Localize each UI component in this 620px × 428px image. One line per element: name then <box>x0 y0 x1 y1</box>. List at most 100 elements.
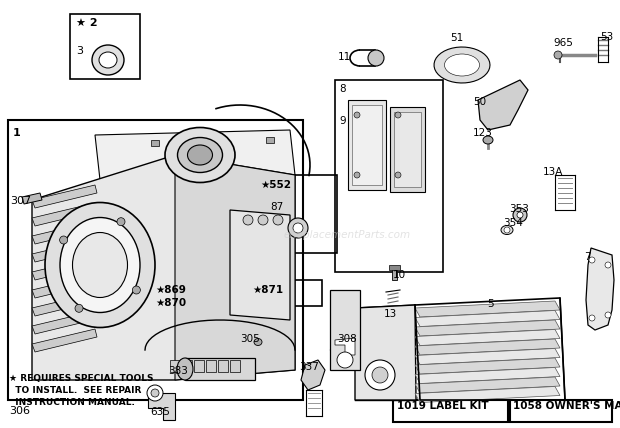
Ellipse shape <box>501 226 513 235</box>
Polygon shape <box>415 310 560 327</box>
Polygon shape <box>32 311 97 334</box>
Circle shape <box>293 223 303 233</box>
Bar <box>206 360 216 372</box>
Bar <box>257 175 337 253</box>
Ellipse shape <box>254 339 262 345</box>
Text: ★ REQUIRES SPECIAL TOOLS
  TO INSTALL.  SEE REPAIR
  INSTRUCTION MANUAL.: ★ REQUIRES SPECIAL TOOLS TO INSTALL. SEE… <box>9 374 154 407</box>
Text: 1: 1 <box>13 128 20 138</box>
Text: ★ 2: ★ 2 <box>76 18 97 28</box>
Text: 353: 353 <box>509 204 529 214</box>
Text: 308: 308 <box>337 334 356 344</box>
Ellipse shape <box>187 145 213 165</box>
Polygon shape <box>415 301 560 317</box>
Bar <box>8 120 303 400</box>
Bar <box>248 280 322 306</box>
Bar <box>392 268 397 280</box>
Text: 1058 OWNER'S MANUAL: 1058 OWNER'S MANUAL <box>513 401 620 411</box>
Circle shape <box>258 215 268 225</box>
Circle shape <box>151 389 159 397</box>
Polygon shape <box>32 221 97 244</box>
Circle shape <box>605 312 611 318</box>
Polygon shape <box>415 377 560 393</box>
Polygon shape <box>32 185 97 208</box>
Bar <box>335 80 443 272</box>
Bar <box>348 100 386 190</box>
Circle shape <box>395 112 401 118</box>
Text: 354: 354 <box>503 218 523 228</box>
Bar <box>389 265 400 270</box>
Text: 50: 50 <box>473 97 486 107</box>
Bar <box>390 107 425 192</box>
Polygon shape <box>335 338 355 355</box>
Circle shape <box>372 367 388 383</box>
Ellipse shape <box>92 45 124 75</box>
Bar <box>266 137 274 143</box>
Ellipse shape <box>73 232 128 297</box>
Text: ★552: ★552 <box>260 180 291 190</box>
Text: 383: 383 <box>168 366 188 376</box>
Text: 53: 53 <box>600 32 613 42</box>
Circle shape <box>589 257 595 263</box>
Bar <box>170 360 180 372</box>
Bar <box>393 400 508 422</box>
Circle shape <box>288 218 308 238</box>
Circle shape <box>147 385 163 401</box>
Circle shape <box>60 236 68 244</box>
Polygon shape <box>32 275 97 298</box>
Polygon shape <box>355 305 416 400</box>
Text: 87: 87 <box>270 202 283 212</box>
Ellipse shape <box>165 128 235 182</box>
Circle shape <box>395 172 401 178</box>
Bar <box>330 290 360 370</box>
Circle shape <box>117 218 125 226</box>
Bar <box>510 400 612 422</box>
Ellipse shape <box>445 54 479 76</box>
Text: 9: 9 <box>339 116 345 126</box>
Circle shape <box>354 172 360 178</box>
Polygon shape <box>32 203 97 226</box>
Circle shape <box>133 286 140 294</box>
Ellipse shape <box>483 136 493 144</box>
Text: 123: 123 <box>473 128 493 138</box>
Circle shape <box>75 304 83 312</box>
Polygon shape <box>148 393 175 420</box>
Polygon shape <box>230 210 290 320</box>
Ellipse shape <box>177 358 193 380</box>
Circle shape <box>337 352 353 368</box>
Ellipse shape <box>177 137 223 172</box>
Bar <box>152 280 242 332</box>
Circle shape <box>365 360 395 390</box>
Text: 635: 635 <box>150 407 170 417</box>
Ellipse shape <box>60 217 140 312</box>
Polygon shape <box>415 320 560 336</box>
Polygon shape <box>415 339 560 355</box>
Bar <box>352 105 382 185</box>
Polygon shape <box>95 130 295 180</box>
Circle shape <box>589 315 595 321</box>
Polygon shape <box>301 360 325 390</box>
Bar <box>185 358 255 380</box>
Circle shape <box>504 227 510 233</box>
Polygon shape <box>415 358 560 374</box>
Bar <box>218 360 228 372</box>
Polygon shape <box>32 257 97 280</box>
Circle shape <box>517 212 523 218</box>
Text: 13A: 13A <box>543 167 564 177</box>
Text: 305: 305 <box>240 334 260 344</box>
Polygon shape <box>32 293 97 316</box>
Text: 8: 8 <box>339 84 345 94</box>
Text: 306: 306 <box>9 406 30 416</box>
Bar <box>194 360 204 372</box>
Text: 307: 307 <box>10 196 31 206</box>
Circle shape <box>243 215 253 225</box>
Bar <box>70 14 140 79</box>
Polygon shape <box>32 239 97 262</box>
Polygon shape <box>415 348 560 365</box>
Text: ★870: ★870 <box>155 298 186 308</box>
Polygon shape <box>22 193 42 204</box>
Polygon shape <box>586 248 614 330</box>
Polygon shape <box>478 80 528 130</box>
Text: 7: 7 <box>584 252 591 262</box>
Circle shape <box>554 51 562 59</box>
Polygon shape <box>415 368 560 383</box>
